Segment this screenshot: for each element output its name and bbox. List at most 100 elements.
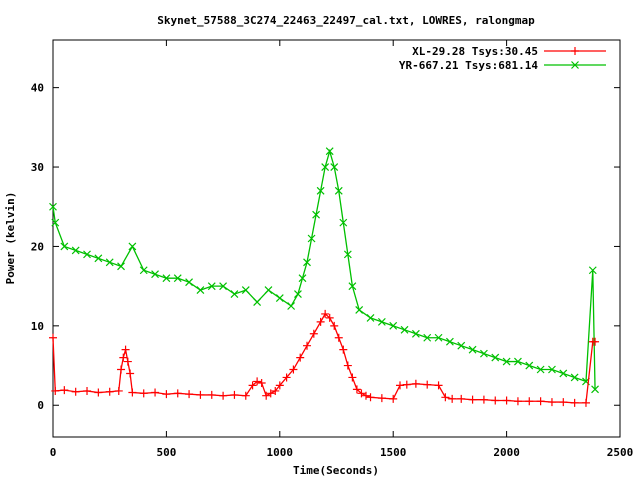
data-point xyxy=(275,381,284,390)
data-point xyxy=(321,163,330,171)
data-point xyxy=(114,386,123,395)
data-point xyxy=(377,394,386,403)
data-point xyxy=(434,333,443,342)
data-point xyxy=(316,317,325,326)
data-point xyxy=(51,218,60,227)
data-point xyxy=(389,394,398,403)
data-point xyxy=(219,391,228,400)
data-point xyxy=(241,391,250,400)
data-point xyxy=(348,373,357,382)
legend-marker xyxy=(571,61,579,69)
x-tick-label: 2000 xyxy=(493,446,520,459)
data-point xyxy=(241,286,250,295)
data-point xyxy=(207,390,216,399)
data-point xyxy=(334,333,343,342)
data-point xyxy=(491,396,500,405)
data-point xyxy=(262,391,271,400)
data-point xyxy=(248,381,257,390)
axis-ticks: 0 500 1000 1500 2000 2500 0 10 20 30 40 xyxy=(31,40,633,459)
data-point xyxy=(185,390,194,399)
y-tick-label: 20 xyxy=(31,240,44,253)
data-point xyxy=(298,274,307,283)
chart-title: Skynet_57588_3C274_22463_22497_cal.txt, … xyxy=(157,14,535,27)
x-tick-label: 1500 xyxy=(380,446,407,459)
data-point xyxy=(357,389,366,398)
data-point xyxy=(303,341,312,350)
data-point xyxy=(294,290,302,299)
data-point xyxy=(400,325,409,334)
data-point xyxy=(588,266,597,275)
data-point xyxy=(411,379,420,388)
data-point xyxy=(139,389,148,398)
data-point xyxy=(361,391,370,400)
data-point xyxy=(366,313,375,322)
data-point xyxy=(457,341,466,350)
data-point xyxy=(162,390,171,399)
data-point xyxy=(366,393,375,402)
data-point xyxy=(343,361,352,370)
data-point xyxy=(547,398,556,407)
data-point xyxy=(230,390,239,399)
data-point xyxy=(402,380,411,389)
data-point xyxy=(321,309,330,318)
data-point xyxy=(316,186,325,195)
data-point xyxy=(282,373,291,382)
data-point xyxy=(230,290,239,299)
data-point xyxy=(339,218,348,227)
data-point xyxy=(139,266,148,275)
data-point xyxy=(457,394,466,403)
data-point xyxy=(117,262,125,271)
data-point xyxy=(83,386,92,395)
data-point xyxy=(423,333,432,342)
data-point xyxy=(570,373,579,382)
data-point xyxy=(60,242,69,251)
data-point xyxy=(307,234,316,243)
data-point xyxy=(468,395,477,404)
y-tick-label: 40 xyxy=(31,82,44,95)
legend-marker xyxy=(571,47,579,55)
data-point xyxy=(559,369,568,378)
data-point xyxy=(343,250,352,259)
data-marks xyxy=(49,147,600,407)
data-point xyxy=(591,385,599,394)
data-point xyxy=(126,369,135,378)
data-point xyxy=(275,294,284,302)
data-point xyxy=(257,379,266,388)
data-point xyxy=(196,390,205,399)
series-line xyxy=(52,312,596,404)
data-point xyxy=(117,365,126,374)
plot-frame xyxy=(52,39,621,438)
data-point xyxy=(325,313,334,322)
data-point xyxy=(121,345,130,354)
data-point xyxy=(128,388,137,397)
y-tick-label: 0 xyxy=(37,399,44,412)
data-point xyxy=(94,254,103,263)
data-point xyxy=(559,398,568,407)
data-point xyxy=(287,302,296,310)
legend-label: YR-667.21 Tsys:681.14 xyxy=(399,59,538,72)
data-point xyxy=(123,357,132,366)
data-point xyxy=(296,353,305,362)
data-point xyxy=(253,377,262,386)
data-point xyxy=(271,386,280,395)
data-point xyxy=(445,337,454,346)
data-point xyxy=(266,389,275,398)
data-point xyxy=(330,163,339,171)
data-point xyxy=(60,386,69,395)
data-point xyxy=(479,395,488,404)
data-point xyxy=(441,393,450,402)
data-point xyxy=(289,365,298,374)
data-point xyxy=(536,397,545,406)
data-point xyxy=(339,345,348,354)
data-point xyxy=(423,380,432,389)
data-point xyxy=(389,321,398,330)
data-point xyxy=(173,389,182,398)
data-point xyxy=(196,286,205,295)
data-point xyxy=(49,202,57,211)
x-tick-label: 500 xyxy=(156,446,176,459)
data-point xyxy=(525,361,534,370)
data-point xyxy=(105,387,114,396)
data-point xyxy=(411,329,420,338)
data-point xyxy=(330,321,339,330)
